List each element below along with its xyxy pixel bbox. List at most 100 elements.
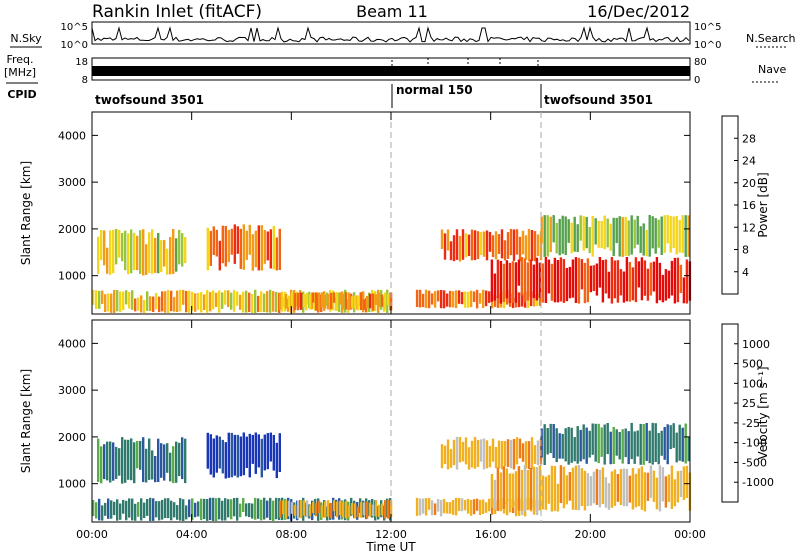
range-gate-column — [681, 427, 684, 462]
range-gate-column — [185, 290, 188, 313]
range-gate-column — [124, 230, 127, 271]
range-gate-column — [532, 499, 536, 515]
range-gate-column — [125, 500, 128, 521]
range-gate-column — [158, 501, 161, 521]
range-gate-column — [487, 498, 491, 512]
header-date: 16/Dec/2012 — [587, 2, 690, 21]
range-gate-column — [616, 474, 620, 502]
range-gate-column — [470, 440, 474, 468]
range-gate-column — [481, 289, 485, 308]
range-gate-column — [491, 235, 495, 258]
range-gate-column — [275, 291, 278, 312]
range-gate-column — [543, 215, 546, 257]
range-gate-column — [570, 427, 573, 463]
range-gate-column — [607, 271, 611, 299]
range-gate-column — [176, 290, 179, 312]
power-ylabel: Slant Range [km] — [19, 161, 33, 265]
range-gate-column — [278, 292, 282, 310]
range-gate-column — [464, 233, 468, 258]
freq-left-tick-bottom: 8 — [82, 75, 88, 86]
range-gate-column — [221, 500, 224, 521]
range-gate-column — [215, 292, 218, 307]
data-region — [206, 224, 281, 271]
range-gate-column — [552, 215, 555, 243]
range-gate-column — [415, 289, 419, 308]
range-gate-column — [257, 295, 260, 312]
colorbar-tick-label: -1000 — [742, 476, 774, 489]
range-gate-column — [670, 260, 674, 296]
range-gate-column — [586, 473, 590, 507]
range-gate-column — [469, 499, 473, 516]
range-gate-column — [485, 230, 489, 261]
range-gate-column — [383, 500, 387, 519]
range-gate-column — [642, 424, 645, 465]
range-gate-column — [203, 294, 206, 310]
range-gate-column — [669, 216, 672, 253]
range-gate-column — [317, 500, 321, 514]
range-gate-column — [666, 424, 669, 465]
range-gate-column — [609, 223, 612, 251]
range-gate-column — [624, 216, 627, 256]
range-gate-column — [561, 215, 564, 254]
range-gate-column — [526, 470, 530, 511]
range-gate-column — [377, 292, 381, 308]
range-gate-column — [194, 502, 197, 518]
range-gate-column — [667, 474, 671, 502]
range-gate-column — [97, 236, 100, 274]
range-gate-column — [221, 439, 224, 474]
range-gate-column — [200, 498, 203, 521]
range-gate-column — [121, 233, 124, 262]
range-gate-column — [125, 290, 128, 305]
range-gate-column — [278, 433, 281, 472]
range-gate-column — [440, 444, 444, 469]
range-gate-column — [627, 220, 630, 256]
range-gate-column — [509, 228, 513, 256]
range-gate-column — [449, 241, 453, 261]
range-gate-column — [473, 230, 477, 261]
range-gate-column — [652, 261, 656, 292]
range-gate-column — [679, 470, 683, 498]
range-gate-column — [678, 220, 681, 253]
range-gate-column — [122, 499, 125, 514]
range-gate-column — [455, 229, 459, 260]
range-gate-column — [445, 502, 449, 514]
range-gate-column — [121, 437, 124, 484]
range-gate-column — [236, 497, 239, 521]
colorbar-tick-label: 500 — [742, 358, 763, 371]
range-gate-column — [672, 423, 675, 448]
range-gate-column — [113, 501, 116, 516]
range-gate-column — [146, 499, 149, 516]
range-gate-column — [338, 500, 342, 515]
range-gate-column — [172, 446, 175, 484]
range-gate-column — [142, 229, 145, 276]
range-gate-column — [263, 497, 266, 520]
range-gate-column — [299, 292, 303, 310]
range-gate-column — [673, 479, 677, 507]
range-gate-column — [275, 497, 278, 520]
x-tick-label: 12:00 — [375, 528, 407, 541]
range-gate-column — [443, 233, 447, 260]
range-gate-column — [521, 230, 525, 255]
range-gate-column — [106, 247, 109, 274]
range-gate-column — [140, 295, 143, 313]
range-gate-column — [302, 500, 306, 516]
range-gate-column — [242, 291, 245, 313]
range-gate-column — [314, 292, 318, 311]
range-gate-column — [209, 292, 212, 312]
range-gate-column — [625, 257, 629, 302]
range-gate-column — [675, 432, 678, 463]
noise-trace — [91, 26, 690, 43]
range-gate-column — [248, 224, 251, 255]
range-gate-column — [606, 423, 609, 455]
range-gate-column — [598, 257, 602, 288]
header-title: Rankin Inlet (fitACF) — [92, 2, 262, 22]
range-gate-column — [595, 469, 599, 505]
range-gate-column — [332, 500, 336, 512]
data-region — [440, 228, 543, 262]
range-gate-column — [145, 244, 148, 275]
x-tick-label: 04:00 — [176, 528, 208, 541]
range-gate-column — [586, 258, 590, 303]
range-gate-column — [509, 439, 513, 469]
range-gate-column — [181, 437, 184, 480]
colorbar-tick-label: -100 — [742, 437, 767, 450]
